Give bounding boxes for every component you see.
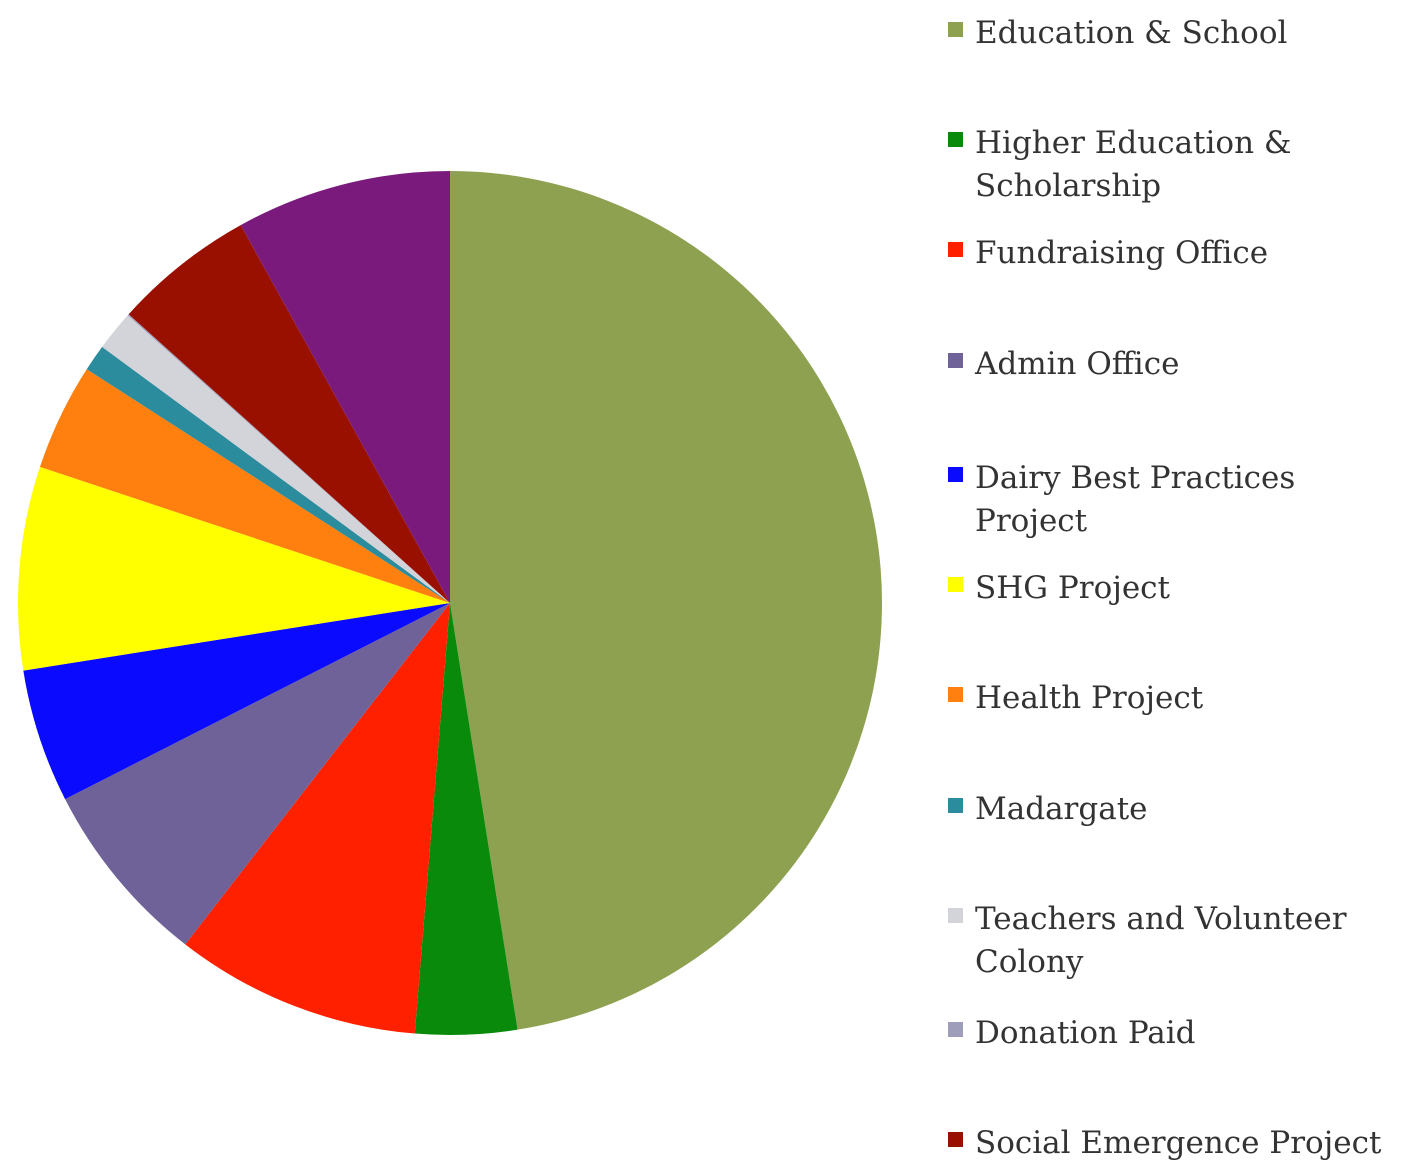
legend-swatch [948, 798, 963, 813]
legend-item: Admin Office [948, 343, 1395, 386]
legend-label-line: Higher Education & [975, 125, 1292, 161]
legend-swatch [948, 467, 963, 482]
legend-item: Dairy Best Practices Project [948, 457, 1395, 543]
legend-swatch [948, 353, 963, 368]
legend-label-line: Health Project [975, 680, 1204, 716]
legend-swatch [948, 1132, 963, 1147]
legend-swatch [948, 908, 963, 923]
pie-slice-3 [65, 603, 450, 945]
legend-item: Madargate [948, 788, 1395, 831]
legend-label: Teachers and Volunteer Colony [975, 898, 1395, 984]
legend-swatch [948, 687, 963, 702]
legend-swatch [948, 242, 963, 257]
legend-item: Teachers and Volunteer Colony [948, 898, 1395, 984]
legend-item: SHG Project [948, 567, 1395, 610]
legend-item: Fundraising Office [948, 232, 1395, 275]
legend-label-line: Madargate [975, 791, 1148, 827]
legend-label: Donation Paid [975, 1012, 1395, 1055]
chart-legend: Education & School Higher Education & Scho… [948, 0, 1398, 1162]
legend-label: Madargate [975, 788, 1395, 831]
legend-label: Education & School [975, 12, 1395, 55]
legend-label: Fundraising Office [975, 232, 1395, 275]
pie-slice-7 [86, 346, 451, 603]
legend-label: Social Emergence Project [975, 1122, 1395, 1165]
legend-swatch [948, 132, 963, 147]
legend-label-line: Colony [975, 944, 1084, 980]
legend-label-line: Donation Paid [975, 1015, 1196, 1051]
legend-label: Dairy Best Practices Project [975, 457, 1395, 543]
legend-item: Health Project [948, 677, 1395, 720]
legend-label-line: Fundraising Office [975, 235, 1269, 271]
legend-label: SHG Project [975, 567, 1395, 610]
legend-item: Education & School [948, 12, 1395, 55]
legend-label: Health Project [975, 677, 1395, 720]
legend-label: Admin Office [975, 343, 1395, 386]
pie-slice-0 [450, 171, 882, 1030]
pie-slices [18, 171, 882, 1035]
pie-slice-1 [414, 603, 518, 1035]
pie-slice-6 [39, 369, 451, 603]
legend-item: Donation Paid [948, 1012, 1395, 1055]
pie-slice-11 [240, 171, 450, 603]
legend-swatch [948, 577, 963, 592]
pie-slice-5 [18, 466, 451, 671]
legend-item: Higher Education & Scholarship [948, 122, 1395, 208]
legend-label-line: Scholarship [975, 168, 1162, 204]
legend-swatch [948, 22, 963, 37]
legend-label-line: Teachers and Volunteer [975, 901, 1347, 937]
legend-label-line: Admin Office [975, 346, 1180, 382]
pie-slice-4 [23, 603, 450, 800]
legend-item: Social Emergence Project [948, 1122, 1395, 1165]
legend-label-line: SHG Project [975, 570, 1171, 606]
legend-swatch [948, 1022, 963, 1037]
legend-label: Higher Education & Scholarship [975, 122, 1395, 208]
pie-slice-9 [127, 314, 450, 603]
pie-slice-10 [128, 225, 450, 603]
pie-slice-2 [185, 603, 450, 1034]
legend-label-line: Dairy Best Practices Project [975, 460, 1296, 539]
legend-label-line: Education & School [975, 15, 1288, 51]
pie-slice-8 [102, 315, 451, 603]
legend-label-line: Social Emergence Project [975, 1125, 1382, 1161]
